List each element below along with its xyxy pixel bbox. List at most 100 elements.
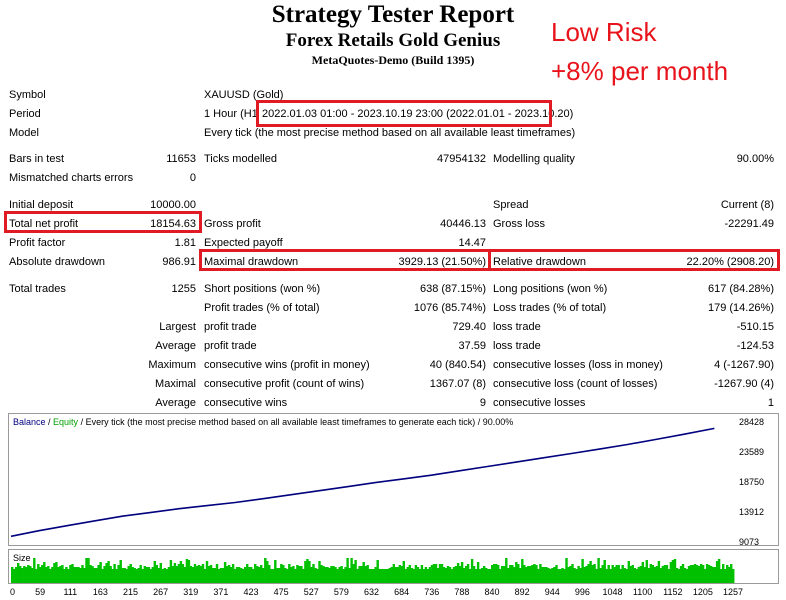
size-bar	[135, 569, 138, 583]
size-bar	[346, 558, 349, 583]
size-bar	[205, 561, 209, 583]
size-bar	[438, 564, 442, 583]
size-bar	[143, 566, 147, 583]
size-bar	[713, 567, 717, 583]
size-bar	[350, 558, 353, 583]
size-bar	[320, 565, 323, 583]
size-bar	[99, 562, 102, 583]
size-bar	[300, 566, 303, 583]
size-bar	[503, 566, 506, 583]
size-bar	[709, 566, 713, 583]
size-bar	[555, 565, 558, 583]
size-bar	[559, 569, 562, 583]
size-bar	[133, 568, 136, 583]
size-bar	[394, 567, 398, 583]
size-bar	[292, 566, 295, 583]
short-positions-value: 638 (87.15%)	[419, 283, 486, 295]
size-bar	[304, 561, 307, 583]
size-bar	[344, 567, 347, 583]
size-bar	[231, 564, 235, 583]
size-bar	[511, 565, 514, 583]
size-bar	[472, 566, 476, 583]
size-bar	[266, 561, 269, 583]
size-bar	[197, 565, 201, 583]
size-panel: Size	[8, 549, 779, 584]
x-tick-label: 1257	[723, 587, 743, 597]
model-label: Model	[9, 127, 39, 139]
relative-drawdown-label: Relative drawdown	[493, 256, 586, 268]
size-bar	[223, 562, 227, 583]
mismatched-value: 0	[189, 172, 196, 184]
legend-balance: Balance	[13, 417, 46, 427]
x-tick-label: 684	[394, 587, 409, 597]
size-bar	[396, 567, 400, 583]
size-bar	[274, 560, 277, 583]
size-bar	[49, 569, 52, 583]
size-bar	[378, 569, 381, 583]
size-bar	[201, 564, 205, 583]
maximal-label: Maximal	[155, 378, 196, 390]
size-bar	[15, 567, 18, 583]
size-bar	[310, 567, 313, 583]
size-bar	[701, 565, 705, 583]
size-bar	[129, 564, 132, 583]
size-bar	[591, 565, 594, 583]
size-bar	[587, 564, 590, 583]
average-profit-value: 37.59	[458, 340, 486, 352]
size-bar	[515, 562, 518, 583]
size-bar	[167, 567, 171, 583]
size-bar	[17, 563, 20, 583]
size-bar	[436, 568, 440, 583]
size-bar	[280, 564, 283, 583]
deposit-value: 10000.00	[150, 199, 196, 211]
size-bar	[557, 569, 560, 583]
period-label: Period	[9, 108, 41, 120]
maximal-consecutive-loss-value: -1267.90 (4)	[714, 378, 774, 390]
size-bar	[312, 564, 315, 583]
size-bar	[147, 567, 151, 583]
x-tick-label: 736	[424, 587, 439, 597]
size-bar	[621, 565, 624, 583]
highlight-maximal-drawdown	[199, 249, 491, 271]
size-plot-area	[11, 558, 735, 583]
size-bar	[446, 566, 450, 583]
size-bar	[41, 565, 44, 583]
size-bar	[314, 568, 317, 583]
size-bar	[619, 569, 622, 583]
size-bar	[569, 566, 572, 583]
expected-payoff-value: 14.47	[458, 237, 486, 249]
size-bar	[501, 566, 504, 583]
max-consecutive-losses-label: consecutive losses (loss in money)	[493, 359, 663, 371]
expected-payoff-label: Expected payoff	[204, 237, 283, 249]
size-bar	[151, 567, 155, 583]
maximal-drawdown-label: Maximal drawdown	[204, 256, 299, 268]
size-bar	[697, 566, 701, 583]
size-bar	[711, 567, 715, 583]
size-bar	[651, 565, 655, 583]
size-bar	[77, 567, 80, 583]
size-bar	[348, 568, 351, 583]
size-bar	[61, 565, 64, 583]
size-bar	[254, 564, 257, 583]
size-bar	[549, 569, 552, 583]
size-bar	[519, 568, 522, 583]
size-bar	[474, 569, 478, 583]
size-bar	[127, 566, 130, 583]
size-bar	[316, 569, 319, 583]
size-bar	[21, 568, 24, 583]
size-bar	[358, 566, 361, 583]
size-bar	[59, 566, 62, 583]
size-bar	[722, 564, 725, 583]
size-bar	[495, 564, 498, 583]
size-bar	[207, 566, 211, 583]
size-bar	[262, 568, 265, 583]
size-bar	[691, 565, 695, 583]
size-bar	[189, 566, 193, 583]
size-bar	[193, 564, 197, 583]
x-tick-label: 319	[183, 587, 198, 597]
size-bar	[422, 569, 426, 583]
relative-drawdown-value: 22.20% (2908.20)	[686, 256, 774, 268]
period-range: 2022.01.03 01:00 - 2023.10.19 23:00 (202…	[262, 108, 574, 120]
size-bar	[412, 569, 416, 583]
size-bar	[11, 567, 14, 583]
